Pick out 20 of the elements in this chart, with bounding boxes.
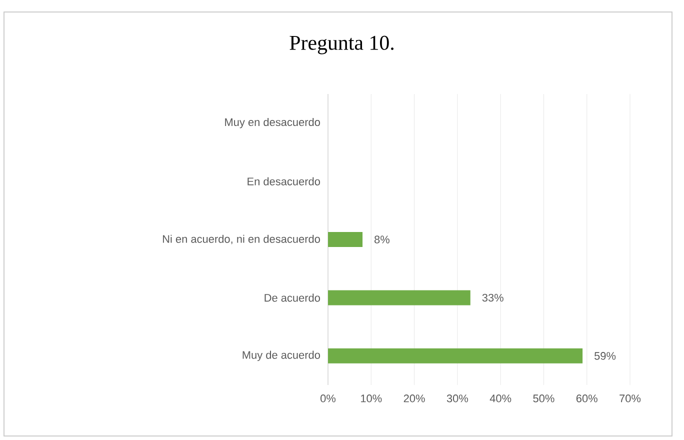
x-tick-label: 30% <box>446 394 468 402</box>
bar <box>328 348 583 364</box>
y-tick-label: De acuerdo <box>264 294 320 302</box>
x-tick-label: 20% <box>404 394 425 402</box>
x-tick-label: 0% <box>320 394 336 402</box>
x-tick-label: 50% <box>533 394 554 402</box>
y-tick-label: Muy de acuerdo <box>242 350 320 362</box>
x-tick-label: 10% <box>361 394 382 402</box>
chart-title: Pregunta 10. <box>290 36 394 54</box>
data-label: 33% <box>482 294 504 302</box>
x-tick-label: 70% <box>620 394 641 402</box>
x-tick-label: 40% <box>490 394 512 402</box>
bar <box>328 290 470 306</box>
y-tick-label: Muy en desacuerdo <box>225 118 320 128</box>
y-tick-label: Ni en acuerdo, ni en desacuerdo <box>162 234 320 244</box>
data-label: 8% <box>374 236 390 244</box>
x-tick-label: 60% <box>576 394 598 402</box>
y-tick-label: En desacuerdo <box>248 177 320 186</box>
bar <box>328 232 363 248</box>
data-label: 59% <box>594 352 616 360</box>
